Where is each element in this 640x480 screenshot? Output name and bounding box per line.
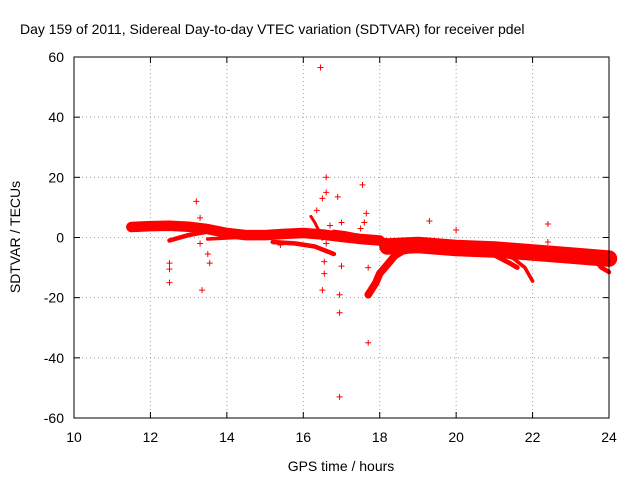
trace-lower-branch-1 (167, 228, 230, 243)
data-point-plus (336, 291, 343, 298)
y-tick-label: -60 (44, 410, 64, 426)
data-point-plus (321, 270, 328, 277)
data-point-plus (544, 239, 551, 245)
data-point-plus (323, 174, 330, 181)
trace-branch-to-16.8 (270, 239, 337, 257)
axis-ticks (73, 56, 610, 419)
data-point-plus (336, 393, 343, 400)
x-tick-label: 14 (219, 429, 235, 445)
data-point-plus (453, 227, 460, 233)
trace-lower-branch-2 (206, 232, 325, 241)
x-tick-label: 12 (143, 429, 159, 445)
y-tick-label: 60 (48, 49, 64, 65)
data-point-plus (197, 240, 204, 247)
trace-end-drop (591, 256, 612, 275)
data-point-plus (336, 309, 343, 316)
x-tick-label: 22 (525, 429, 541, 445)
x-tick-labels: 10 12 14 16 18 20 22 24 (66, 429, 617, 445)
data-point-plus (338, 219, 345, 226)
y-axis-label: SDTVAR / TECUs (7, 181, 23, 293)
data-point-plus (361, 219, 368, 226)
chart-title: Day 159 of 2011, Sidereal Day-to-day VTE… (20, 21, 524, 37)
data-point-plus (359, 181, 366, 188)
data-point-plus (313, 207, 320, 214)
data-point-plus (357, 225, 364, 232)
data-point-plus (166, 279, 173, 286)
data-point-plus (334, 193, 341, 200)
trace-dip-at-17.8 (364, 245, 415, 299)
data-point-plus (363, 210, 370, 217)
y-tick-label: 20 (48, 169, 64, 185)
data-point-plus (166, 260, 173, 267)
data-point-plus (544, 221, 551, 227)
data-point-plus (197, 214, 204, 221)
data-point-plus (277, 242, 284, 248)
x-tick-label: 20 (448, 429, 464, 445)
trace-drop-near-16.5 (309, 214, 324, 241)
trace-branch-20.8-21.5 (484, 248, 520, 271)
data-point-plus (426, 243, 433, 250)
data-point-plus (426, 218, 433, 224)
data-point-plus (204, 251, 211, 257)
x-tick-label: 10 (66, 429, 82, 445)
x-axis-label: GPS time / hours (288, 458, 395, 474)
data-traces (126, 214, 618, 299)
data-point-plus (199, 287, 205, 294)
data-point-plus (166, 266, 173, 273)
trace-branch-21.2-22 (500, 250, 535, 283)
data-point-plus (321, 258, 328, 265)
data-point-plus (365, 264, 372, 271)
data-point-plus (206, 260, 213, 267)
data-point-plus (319, 195, 326, 202)
outlier-points (166, 64, 551, 400)
data-point-plus (317, 64, 324, 71)
x-tick-label: 18 (372, 429, 388, 445)
data-point-plus (327, 222, 333, 229)
data-point-plus (338, 263, 345, 270)
x-tick-label: 16 (295, 429, 311, 445)
data-point-plus (319, 287, 326, 294)
data-point-plus (365, 339, 372, 346)
y-tick-label: -40 (44, 350, 64, 366)
y-tick-labels: -60 -40 -20 0 20 40 60 (44, 49, 64, 426)
data-point-plus (193, 198, 200, 205)
trace-after-18-band (379, 236, 618, 267)
data-point-plus (323, 240, 330, 247)
y-tick-label: -20 (44, 290, 64, 306)
y-tick-label: 0 (56, 230, 64, 246)
data-point-plus (323, 189, 330, 196)
y-tick-label: 40 (48, 109, 64, 125)
x-tick-label: 24 (601, 429, 617, 445)
